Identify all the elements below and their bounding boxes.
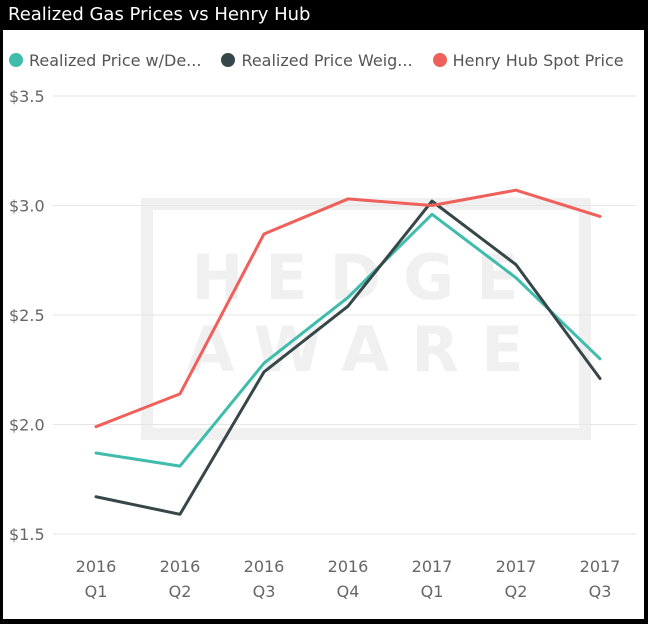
x-axis-ticks: 2016Q12016Q22016Q32016Q42017Q12017Q22017… <box>76 557 621 601</box>
x-tick-year: 2016 <box>244 557 285 576</box>
data-point[interactable] <box>595 354 605 364</box>
gridlines <box>53 95 637 535</box>
data-point[interactable] <box>91 492 101 502</box>
y-axis-ticks: $1.5 $2.0 $2.5 $3.0 $3.5 <box>9 87 45 544</box>
x-tick-label: 2017 Q3 <box>580 557 621 601</box>
hedge-aware-watermark-logo: HEDGE AWARE <box>141 198 591 440</box>
y-tick-label: $3.5 <box>9 87 45 106</box>
y-tick-label: $2.5 <box>9 306 45 325</box>
legend-label: Realized Price Weig... <box>241 50 413 70</box>
visual-title: Realized Gas Prices vs Henry Hub <box>0 0 648 30</box>
x-tick-year: 2016 <box>160 557 201 576</box>
series-line-2[interactable] <box>94 188 602 429</box>
x-tick-year: 2016 <box>76 557 117 576</box>
series-lines <box>91 185 605 519</box>
line-chart: $1.5$2.0$2.5$3.0$3.5 2016Q12016Q22016Q32… <box>9 87 637 601</box>
data-point[interactable] <box>259 367 269 377</box>
legend-label: Realized Price w/De... <box>29 50 202 70</box>
data-point[interactable] <box>91 422 101 432</box>
chart-panel: HEDGE AWARE Realized Price w/De... Realiz… <box>3 30 644 619</box>
data-point[interactable] <box>427 201 437 211</box>
data-point[interactable] <box>595 211 605 221</box>
legend-label: Henry Hub Spot Price <box>452 50 624 70</box>
x-tick-label: 2016 Q2 <box>160 557 201 601</box>
data-point[interactable] <box>259 229 269 239</box>
data-point[interactable] <box>427 209 437 219</box>
x-tick-year: 2016 <box>328 557 369 576</box>
data-point[interactable] <box>175 461 185 471</box>
data-point[interactable] <box>343 194 353 204</box>
x-tick-quarter: Q2 <box>505 582 528 601</box>
legend-item-2[interactable]: Henry Hub Spot Price <box>432 50 624 70</box>
x-tick-quarter: Q3 <box>589 582 612 601</box>
y-tick-label: $1.5 <box>9 525 45 544</box>
watermark-line-1: HEDGE <box>191 241 541 314</box>
data-point[interactable] <box>595 374 605 384</box>
legend-dot-icon <box>432 53 447 67</box>
legend-dot-icon <box>221 53 236 67</box>
watermark-line-2: AWARE <box>186 313 546 386</box>
chart-legend: Realized Price w/De... Realized Price Wei… <box>9 44 644 76</box>
x-tick-label: 2016 Q3 <box>244 557 285 601</box>
legend-item-0[interactable]: Realized Price w/De... <box>9 51 201 70</box>
x-tick-year: 2017 <box>580 557 621 576</box>
x-tick-quarter: Q3 <box>253 582 276 601</box>
y-tick-label: $2.0 <box>9 416 45 435</box>
data-point[interactable] <box>175 389 185 399</box>
data-point[interactable] <box>259 358 269 368</box>
data-point[interactable] <box>343 301 353 311</box>
x-tick-label: 2016 Q1 <box>76 557 117 601</box>
data-point[interactable] <box>511 273 521 283</box>
x-tick-year: 2017 <box>496 557 537 576</box>
legend-item-1[interactable]: Realized Price Weig... <box>221 50 413 70</box>
x-tick-quarter: Q1 <box>421 582 444 601</box>
y-tick-label: $3.0 <box>9 197 45 216</box>
legend-dot-icon <box>9 53 23 67</box>
x-tick-year: 2017 <box>412 557 453 576</box>
x-tick-label: 2016 Q4 <box>328 557 369 601</box>
series-line-1[interactable] <box>94 199 602 516</box>
data-point[interactable] <box>511 260 521 270</box>
x-tick-label: 2017 Q2 <box>496 557 537 601</box>
data-point[interactable] <box>175 509 185 519</box>
x-tick-quarter: Q4 <box>337 582 360 601</box>
x-tick-quarter: Q1 <box>85 582 108 601</box>
data-point[interactable] <box>91 448 101 458</box>
data-point[interactable] <box>511 185 521 195</box>
x-tick-quarter: Q2 <box>169 582 192 601</box>
series-line-0[interactable] <box>94 212 602 468</box>
x-tick-label: 2017 Q1 <box>412 557 453 601</box>
